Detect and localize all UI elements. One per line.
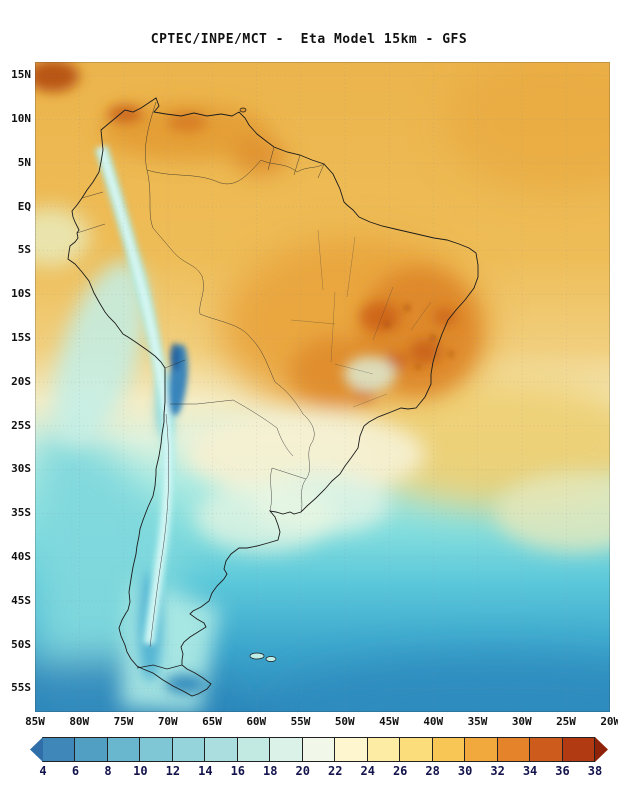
colorbar-labels: 4 6 8 10 12 14 16 18 20 22 24 26 28 30 32 34 36 38 [30,764,612,780]
colorbar-cell [139,737,173,762]
colorbar-cell [399,737,433,762]
colorbar-cell [561,737,595,762]
lon-tick-label: 30W [511,715,532,728]
grid-overlay [35,62,610,712]
coastline-path [67,97,479,697]
colorbar-cell [236,737,271,762]
colorbar-tick-label: 38 [587,764,603,778]
colorbar-tick-label: 16 [230,764,246,778]
colorbar-cell [42,737,76,762]
lon-tick-label: 40W [423,715,444,728]
lat-tick-label: 20S [11,374,31,388]
colorbar-cell [496,737,531,762]
colorbar-tick-label: 34 [522,764,538,778]
colorbar-tick-label: 4 [39,764,47,778]
lat-tick-label: 5S [17,243,31,257]
south-america-temperature-map-svg [0,52,618,767]
colorbar-cell [431,737,466,762]
colorbar-cell [464,737,498,762]
colorbar-cell [74,737,108,762]
lon-tick-label: 20W [600,715,618,728]
colorbar-tick-label: 8 [104,764,112,778]
colorbar-tick-label: 22 [328,764,343,778]
lat-tick-label: 50S [11,637,31,651]
lon-tick-label: 80W [69,715,90,728]
colorbar-tick-label: 10 [133,764,148,778]
lat-tick-label: 25S [11,418,31,432]
lat-tick-label: 10N [11,112,31,125]
lat-tick-label: 55S [11,681,31,695]
lon-tick-label: 75W [113,715,134,728]
lat-tick-label: EQ [17,199,31,213]
colorbar-cell [204,737,238,762]
lat-tick-label: 15N [11,68,31,82]
colorbar-cell [171,737,206,762]
country-borders [76,101,325,648]
colorbar-tick-label: 24 [360,764,375,778]
colorbar-arrow-left [30,737,43,762]
lat-tick-label: 40S [11,550,31,563]
colorbar-tick-label: 30 [457,764,473,778]
colorbar-tick-label: 14 [198,764,213,778]
state-borders [290,229,432,408]
lat-tick-label: 5N [17,155,31,169]
colorbar-cell [529,737,563,762]
lon-tick-label: 25W [556,715,576,728]
lon-tick-label: 35W [467,715,488,728]
lat-tick-label: 10S [11,287,31,301]
lon-tick-label: 55W [290,715,311,728]
lon-tick-label: 60W [246,715,267,728]
colorbar-tick-label: 20 [295,764,310,778]
colorbar-tick-label: 6 [71,764,80,778]
lon-tick-label: 70W [157,715,178,728]
colorbar-tick-label: 12 [165,764,181,778]
lon-tick-label: 50W [334,715,355,728]
colorbar-tick-label: 36 [555,764,570,778]
colorbar-tick-label: 26 [392,764,408,778]
colorbar-cell [106,737,141,762]
map-title-line1: CPTEC/INPE/MCT - Eta Model 15km - GFS [150,32,468,47]
lat-tick-label: 15S [11,331,31,344]
map-plot-area [0,52,618,767]
colorbar-cell [301,737,336,762]
lon-tick-label: 65W [202,715,222,728]
lat-tick-label: 35S [11,506,31,520]
lat-tick-label: 45S [11,593,31,607]
plot-frame [35,62,610,712]
colorbar-cell [269,737,303,762]
lat-tick-label: 30S [11,462,31,476]
lon-tick-label: 85W [25,715,45,728]
colorbar-tick-label: 18 [263,764,278,778]
colorbar-arrow-right [594,737,608,762]
colorbar-cell [366,737,401,762]
colorbar [30,737,608,762]
colorbar-tick-label: 28 [425,764,440,778]
colorbar-cell [334,737,368,762]
colorbar-tick-label: 32 [490,764,505,778]
lon-tick-label: 45W [379,715,399,728]
islands-and-strait [136,107,277,670]
